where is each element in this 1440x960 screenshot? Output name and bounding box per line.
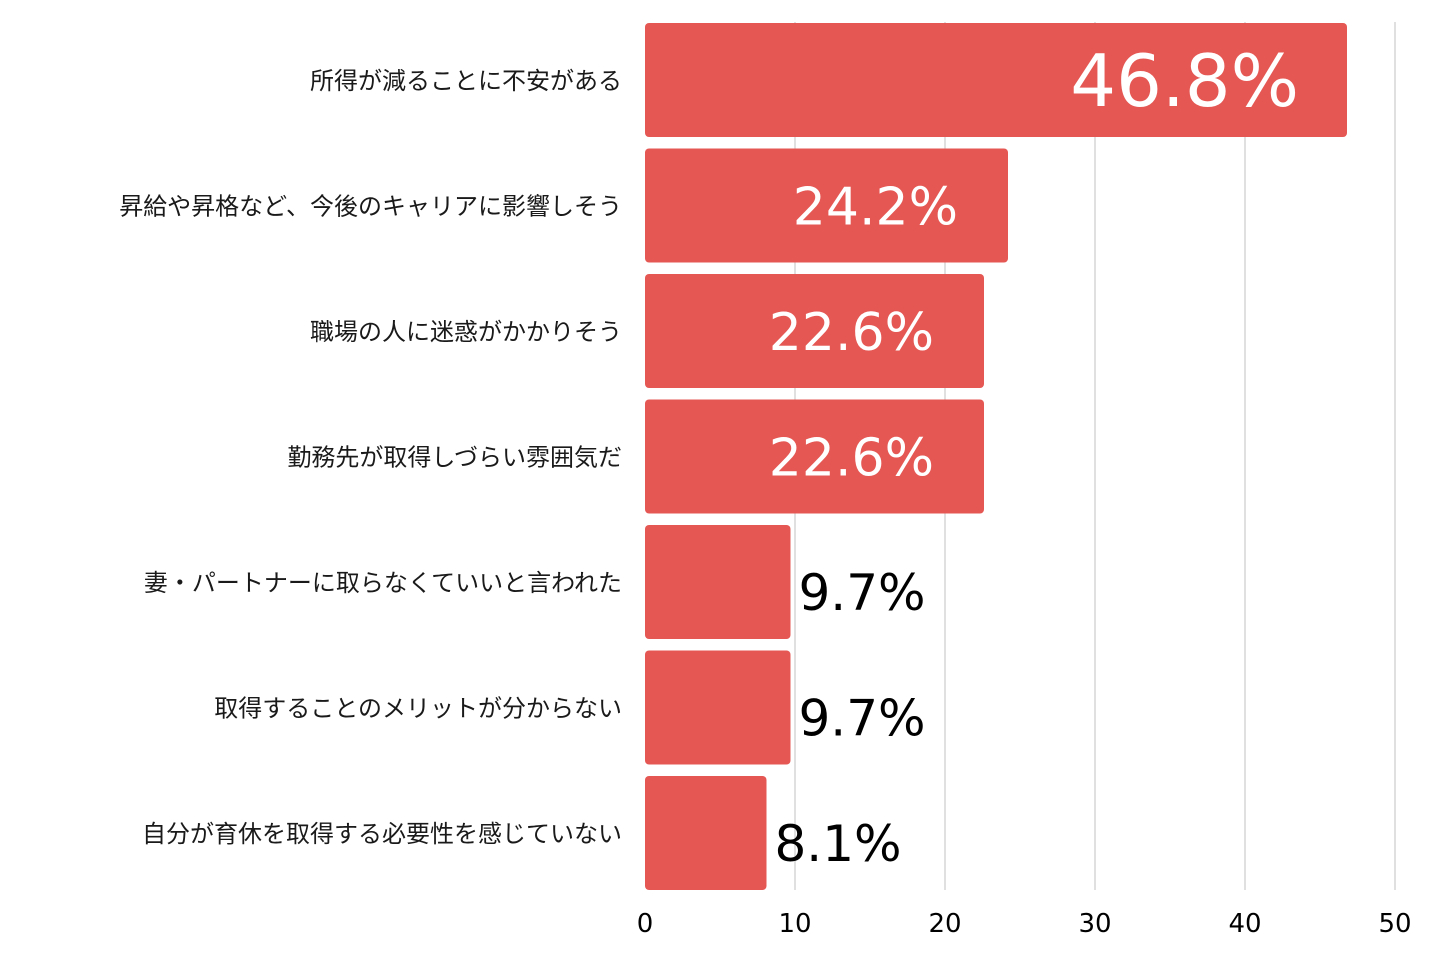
bar xyxy=(645,650,791,765)
x-tick-label: 20 xyxy=(928,909,961,939)
category-label: 勤務先が取得しづらい雰囲気だ xyxy=(287,444,622,472)
bar xyxy=(645,274,984,388)
value-label: 22.6% xyxy=(769,429,934,489)
category-label: 所得が減ることに不安がある xyxy=(310,67,622,95)
bar xyxy=(645,776,767,890)
value-label: 9.7% xyxy=(799,564,926,622)
value-label: 24.2% xyxy=(793,178,958,238)
bars xyxy=(645,23,1347,890)
x-tick-label: 50 xyxy=(1378,909,1411,939)
value-label: 46.8% xyxy=(1070,39,1299,123)
category-label: 自分が育休を取得する必要性を感じていない xyxy=(142,820,622,848)
category-labels: 所得が減ることに不安がある昇給や昇格など、今後のキャリアに影響しそう職場の人に迷… xyxy=(119,67,622,848)
x-tick-label: 30 xyxy=(1078,909,1111,939)
value-label: 22.6% xyxy=(769,303,934,363)
category-label: 職場の人に迷惑がかかりそう xyxy=(310,318,622,346)
value-label: 9.7% xyxy=(799,690,926,748)
category-label: 妻・パートナーに取らなくていいと言われた xyxy=(144,569,622,597)
x-tick-label: 10 xyxy=(778,909,811,939)
value-labels: 46.8% 24.2% 22.6% 22.6% 9.7% 9.7% 8.1% xyxy=(769,39,1299,873)
bar xyxy=(645,148,1008,263)
category-label: 昇給や昇格など、今後のキャリアに影響しそう xyxy=(119,193,622,221)
bar xyxy=(645,525,791,639)
x-tick-label: 0 xyxy=(637,909,654,939)
category-label: 取得することのメリットが分からない xyxy=(214,695,622,723)
bar xyxy=(645,23,1347,137)
bar xyxy=(645,399,984,514)
x-axis-ticks: 0 10 20 30 40 50 xyxy=(637,909,1412,939)
x-tick-label: 40 xyxy=(1228,909,1261,939)
value-label: 8.1% xyxy=(775,815,902,873)
